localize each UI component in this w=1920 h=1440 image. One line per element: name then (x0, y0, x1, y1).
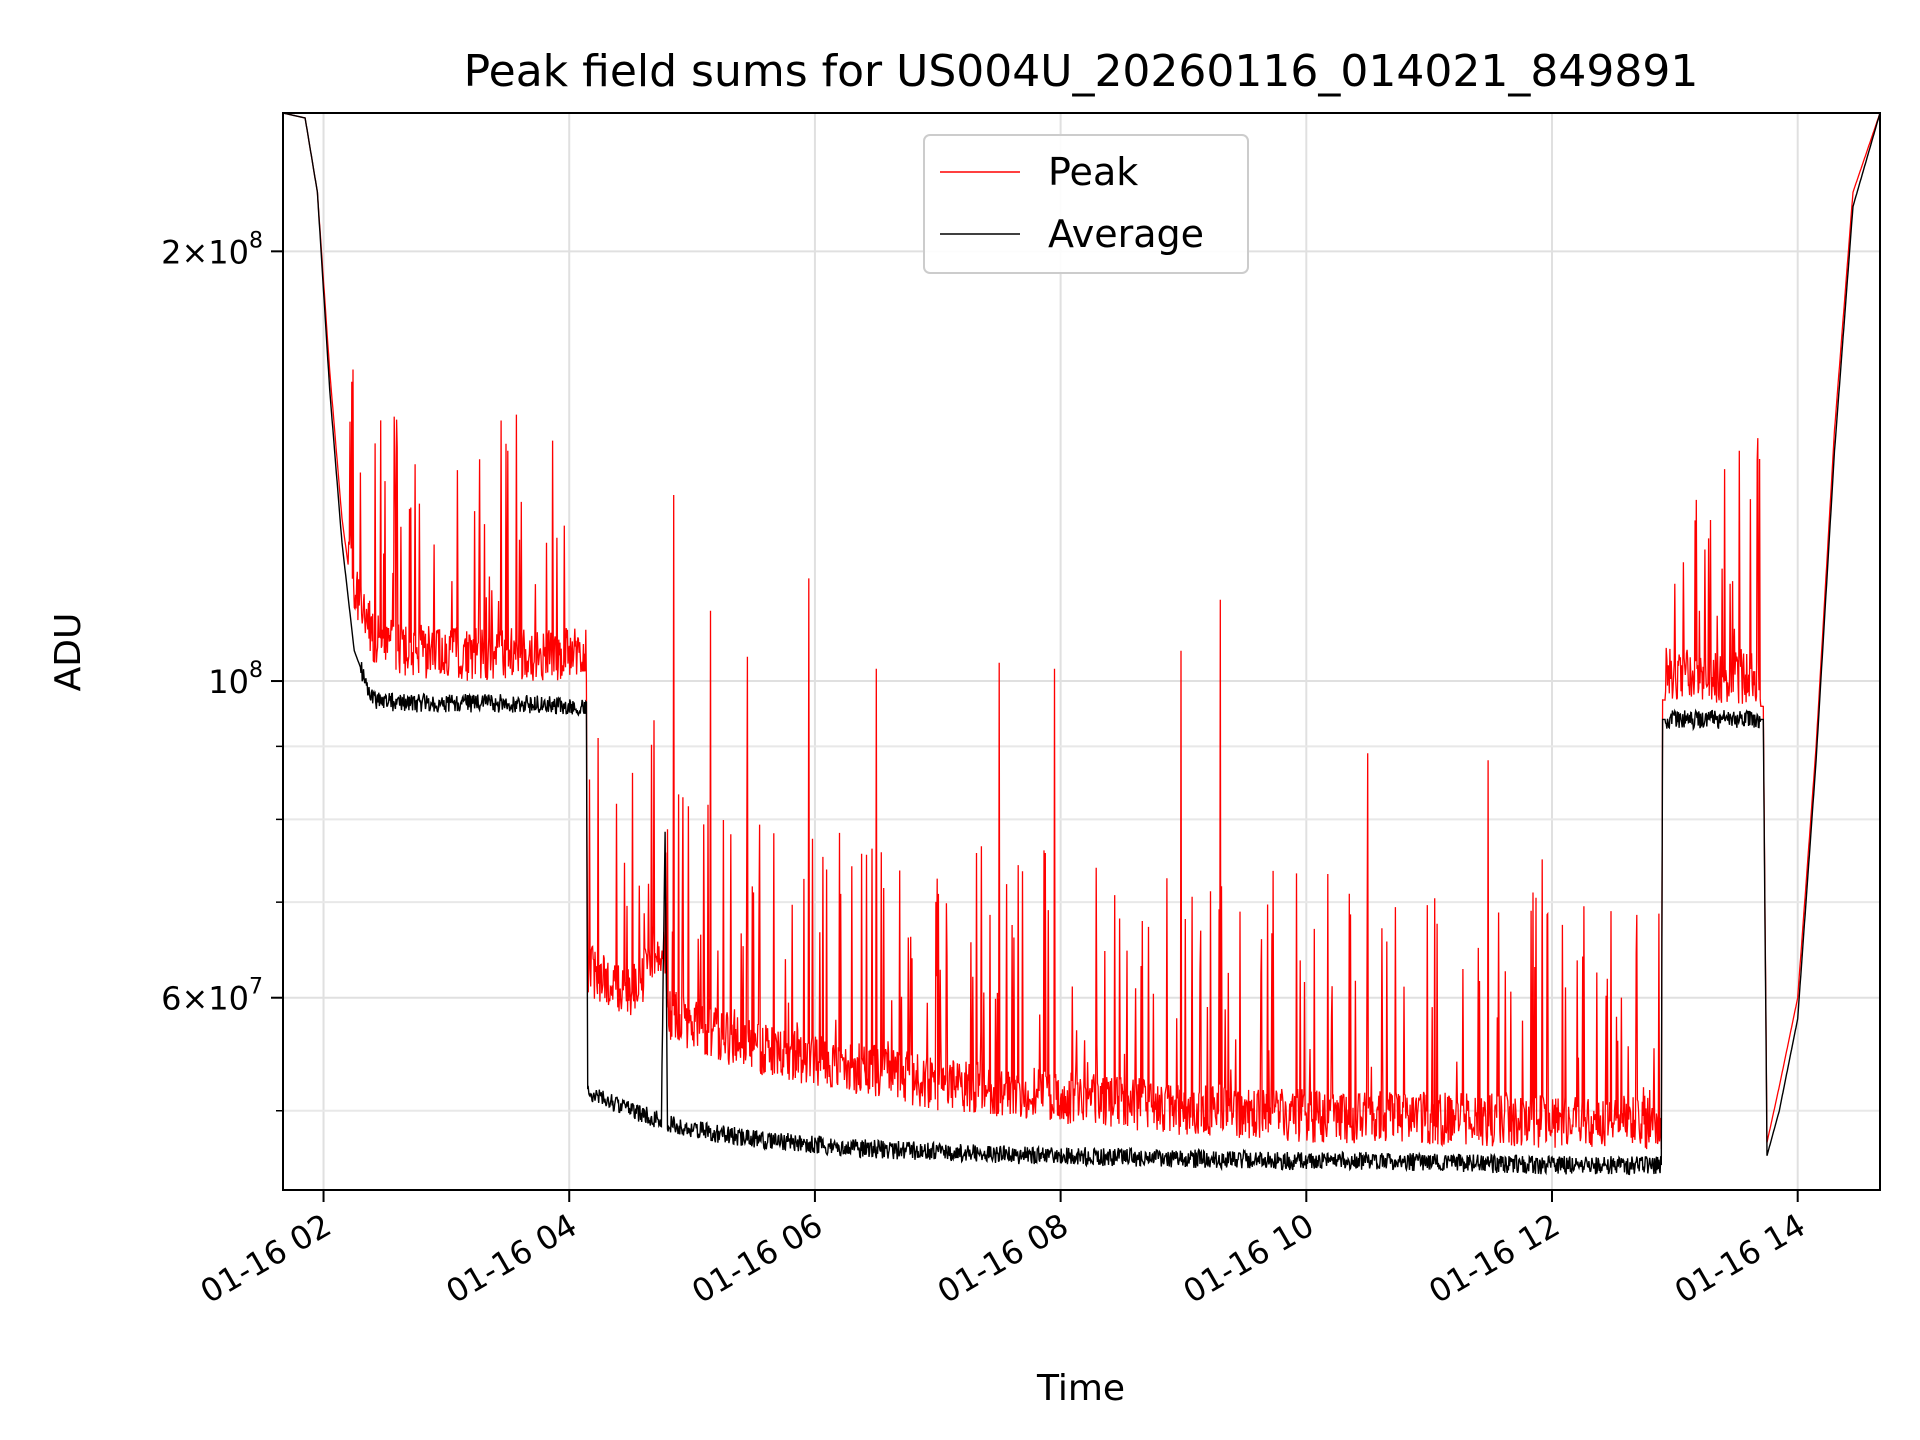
legend-label-average: Average (1048, 212, 1204, 256)
plot-area (283, 113, 1880, 1176)
y-tick-label-exponent: 8 (249, 658, 263, 683)
y-tick-label-base: 10 (208, 663, 249, 701)
series-line-average (283, 113, 1880, 1176)
y-tick-label-base: 2×10 (161, 233, 249, 271)
y-tick-label-base: 6×10 (161, 980, 249, 1018)
y-tick-label-exponent: 7 (249, 975, 263, 1000)
y-tick-label-exponent: 8 (249, 228, 263, 253)
legend-box (923, 134, 1249, 274)
plot-frame (282, 112, 1881, 1191)
series-line-peak (283, 113, 1880, 1150)
y-axis-label: ADU (48, 613, 89, 692)
legend: Peak Average (923, 134, 1249, 274)
x-axis-label: Time (1036, 1368, 1125, 1409)
y-tick-label: 2×108 (161, 228, 263, 271)
legend-label-peak: Peak (1048, 150, 1138, 194)
y-tick-label: 6×107 (161, 975, 263, 1018)
chart-title: Peak field sums for US004U_20260116_0140… (464, 46, 1699, 97)
y-tick-label: 108 (208, 658, 263, 701)
